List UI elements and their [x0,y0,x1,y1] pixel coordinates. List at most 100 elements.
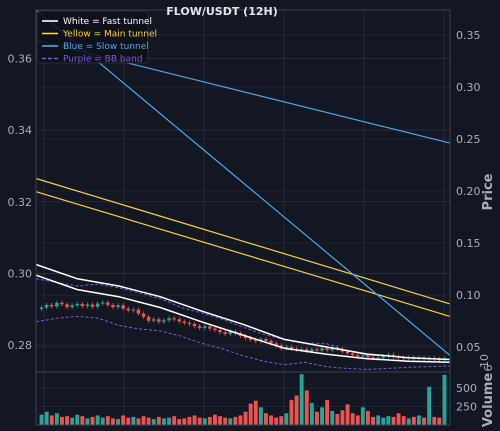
volume-bar [355,415,360,425]
candle-body [85,304,90,307]
volume-bar [345,404,350,425]
volume-bar [85,418,90,425]
volume-bar [391,416,396,425]
volume-bar [284,413,289,425]
candle-body [401,357,406,359]
candle-body [90,304,95,307]
candle-body [121,305,125,309]
left-tick-label: 0.34 [8,124,33,137]
candle-body [202,326,207,328]
volume-bar [411,416,416,425]
volume-bar [248,403,253,425]
candle-body [269,340,273,344]
volume-bar [218,416,222,425]
candle-body [182,321,187,323]
volume-bar [406,418,411,425]
volume-bar [366,411,370,425]
volume-bar [192,415,197,425]
volume-bar [427,386,432,425]
volume-bar [258,407,263,425]
candle-body [197,326,202,328]
candle-body [350,353,355,356]
series-line [35,177,451,305]
volume-bar [320,407,324,425]
volume-bar [243,411,248,425]
candle-body [208,326,212,329]
candle-body [111,304,115,308]
volume-bar [75,414,80,425]
volume-tick-label: 250 [456,401,477,414]
volume-bar [131,416,136,425]
candle-body [141,313,146,317]
candle-body [330,347,335,351]
volume-bar [315,411,319,425]
candle-body [223,332,227,335]
grid [36,10,450,425]
volume-bar [289,399,294,425]
volume-bar [442,374,447,425]
legend-entry-label: Yellow = Main tunnel [62,30,157,40]
candle-body [315,349,319,351]
candle-body [381,356,386,358]
candle-body [325,348,329,351]
volume-bar [182,418,187,425]
series-line [35,263,451,361]
volume-bar [396,413,401,425]
volume-bar [309,402,314,425]
candle-body [157,319,161,322]
candle-body [39,307,44,309]
volume-bar [105,416,110,425]
candle-body [299,349,304,351]
left-tick-label: 0.32 [8,196,33,209]
volume-bar [360,407,365,425]
legend-entry-label: Purple = BB band [63,55,143,65]
candle-body [310,349,314,352]
volume-bar [264,413,268,425]
right-tick-label: 0.30 [456,81,481,94]
volume-bar [253,400,258,425]
volume-bar [238,415,243,425]
volume-bar [213,414,217,425]
volume-bar [386,416,391,425]
volume-bar [437,417,442,425]
volume-bar [141,416,146,425]
volume-bar [172,416,177,425]
candle-body [243,335,248,338]
candle-body [106,302,110,305]
left-tick-label: 0.28 [8,339,33,352]
volume-bar [274,417,279,425]
volume-bar [340,410,345,425]
candle-body [366,355,370,358]
volume-bar [177,419,182,425]
candle-body [95,303,100,307]
candle-body [213,328,217,331]
volume-bar [325,399,330,425]
volume-bar [111,418,115,425]
volume-bar [299,374,304,425]
volume-bar [90,416,95,425]
volume-bar [223,417,228,425]
candle-body [228,331,233,335]
right-tick-label: 0.20 [456,185,481,198]
volume-bar [432,416,437,425]
candle-body [253,339,258,342]
volume-bar [269,415,273,425]
candle-body [70,305,74,308]
volume-bar [350,413,355,425]
candle-body [146,316,151,321]
volume-axis-exponent-base: 10 [478,354,491,368]
legend-entry-label: White = Fast tunnel [63,17,152,27]
candle-body [371,357,375,359]
volume-axis-label: Volume [481,373,496,428]
volume-bar [335,413,340,425]
volume-bar [228,418,233,425]
volume-bar [100,417,105,425]
volume-bar [44,411,49,425]
volume-panel-frame [35,371,451,426]
volume-bar [126,417,131,425]
volume-bar [202,418,207,425]
volume-bar [294,395,299,425]
volume-axis-exponent: 6 [482,365,495,372]
